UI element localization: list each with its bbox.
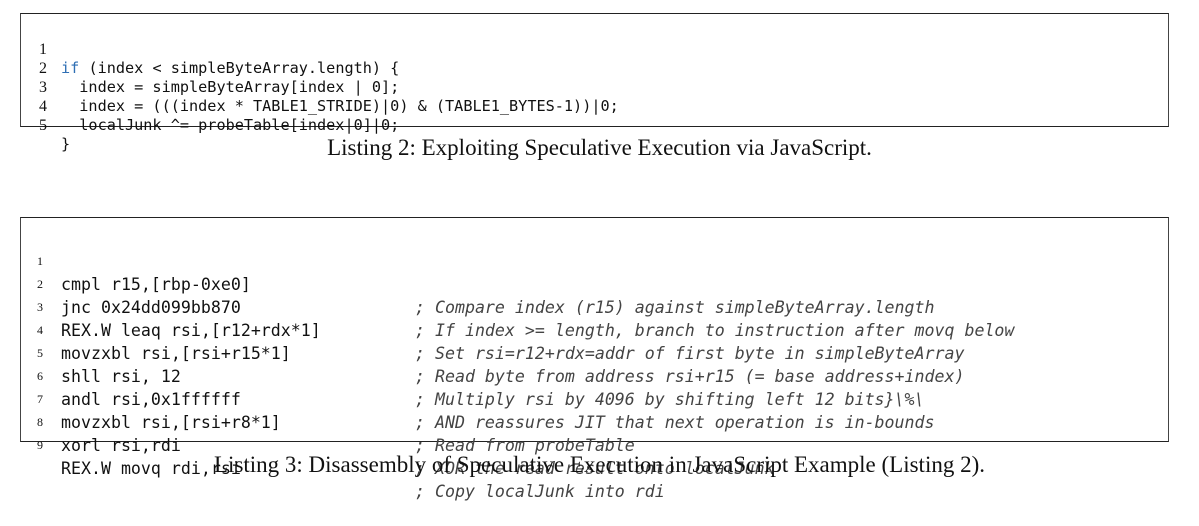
line-number: 1 — [37, 254, 43, 268]
listing-2-caption: Listing 2: Exploiting Speculative Execut… — [327, 135, 872, 160]
asm-instruction: jnc 0x24dd099bb870 — [61, 298, 241, 317]
code-line: 2 index = simpleByteArray[index | 0]; — [21, 40, 1168, 96]
asm-line: 2 jnc 0x24dd099bb870 ; If index >= lengt… — [21, 250, 1168, 340]
asm-line: 4 movzxbl rsi,[rsi+r15*1] ; Read byte fr… — [21, 296, 1168, 386]
asm-line: 9 REX.W movq rdi,rsi ; Copy localJunk in… — [21, 411, 1168, 501]
code-text: index = simpleByteArray[index | 0]; — [61, 78, 400, 96]
asm-comment: ; If index >= length, branch to instruct… — [415, 321, 1015, 340]
asm-instruction: xorl rsi,rdi — [61, 436, 181, 455]
asm-line: 5 shll rsi, 12 ; Multiply rsi by 4096 by… — [21, 319, 1168, 409]
line-number: 9 — [37, 438, 43, 452]
code-text: localJunk ^= probeTable[index|0]|0; — [61, 116, 400, 134]
asm-comment: ; Read from probeTable — [415, 436, 635, 455]
asm-instruction: movzxbl rsi,[rsi+r8*1] — [61, 413, 281, 432]
line-number: 3 — [39, 79, 47, 96]
code-line: 1 if (index < simpleByteArray.length) { — [21, 21, 1168, 77]
asm-line: 1 cmpl r15,[rbp-0xe0] ; Compare index (r… — [21, 227, 1168, 317]
code-line: 4 localJunk ^= probeTable[index|0]|0; — [21, 78, 1168, 134]
asm-comment: ; XOR the read result onto localJunk — [415, 459, 775, 478]
code-text: } — [61, 135, 71, 153]
line-number: 5 — [39, 117, 47, 134]
line-number: 8 — [37, 415, 43, 429]
asm-comment: ; Multiply rsi by 4096 by shifting left … — [415, 390, 925, 409]
listing-3-code-block: 1 cmpl r15,[rbp-0xe0] ; Compare index (r… — [20, 217, 1169, 501]
line-number: 4 — [37, 323, 43, 337]
listing-2-code-block: 1 if (index < simpleByteArray.length) { … — [20, 13, 1169, 153]
asm-comment: ; Read byte from address rsi+r15 (= base… — [415, 367, 965, 386]
asm-instruction: cmpl r15,[rbp-0xe0] — [61, 275, 251, 294]
asm-comment: ; AND reassures JIT that next operation … — [415, 413, 935, 432]
asm-instruction: shll rsi, 12 — [61, 367, 181, 386]
asm-line: 6 andl rsi,0x1ffffff ; AND reassures JIT… — [21, 342, 1168, 432]
asm-instruction: movzxbl rsi,[rsi+r15*1] — [61, 344, 291, 363]
code-rest: (index < simpleByteArray.length) { — [79, 59, 400, 77]
asm-instruction: REX.W movq rdi,rsi — [61, 459, 241, 478]
line-number: 2 — [37, 277, 43, 291]
asm-line: 8 xorl rsi,rdi ; XOR the read result ont… — [21, 388, 1168, 478]
code-line: 3 index = (((index * TABLE1_STRIDE)|0) &… — [21, 59, 1168, 115]
line-number: 3 — [37, 300, 43, 314]
asm-comment: ; Set rsi=r12+rdx=addr of first byte in … — [415, 344, 965, 363]
code-text: if (index < simpleByteArray.length) { — [61, 59, 399, 78]
asm-comment: ; Copy localJunk into rdi — [415, 482, 665, 501]
line-number: 7 — [37, 392, 43, 406]
line-number: 5 — [37, 346, 43, 360]
asm-comment: ; Compare index (r15) against simpleByte… — [415, 298, 935, 317]
keyword: if — [61, 59, 80, 77]
line-number: 2 — [39, 60, 47, 77]
asm-line: 3 REX.W leaq rsi,[r12+rdx*1] ; Set rsi=r… — [21, 273, 1168, 363]
code-line: 5 } — [21, 97, 1168, 153]
line-number: 1 — [39, 41, 47, 58]
asm-line: 7 movzxbl rsi,[rsi+r8*1] ; Read from pro… — [21, 365, 1168, 455]
asm-instruction: andl rsi,0x1ffffff — [61, 390, 241, 409]
code-text: index = (((index * TABLE1_STRIDE)|0) & (… — [61, 97, 619, 115]
listing-3-caption: Listing 3: Disassembly of Speculative Ex… — [214, 452, 985, 477]
line-number: 4 — [39, 98, 47, 115]
asm-instruction: REX.W leaq rsi,[r12+rdx*1] — [61, 321, 321, 340]
line-number: 6 — [37, 369, 43, 383]
